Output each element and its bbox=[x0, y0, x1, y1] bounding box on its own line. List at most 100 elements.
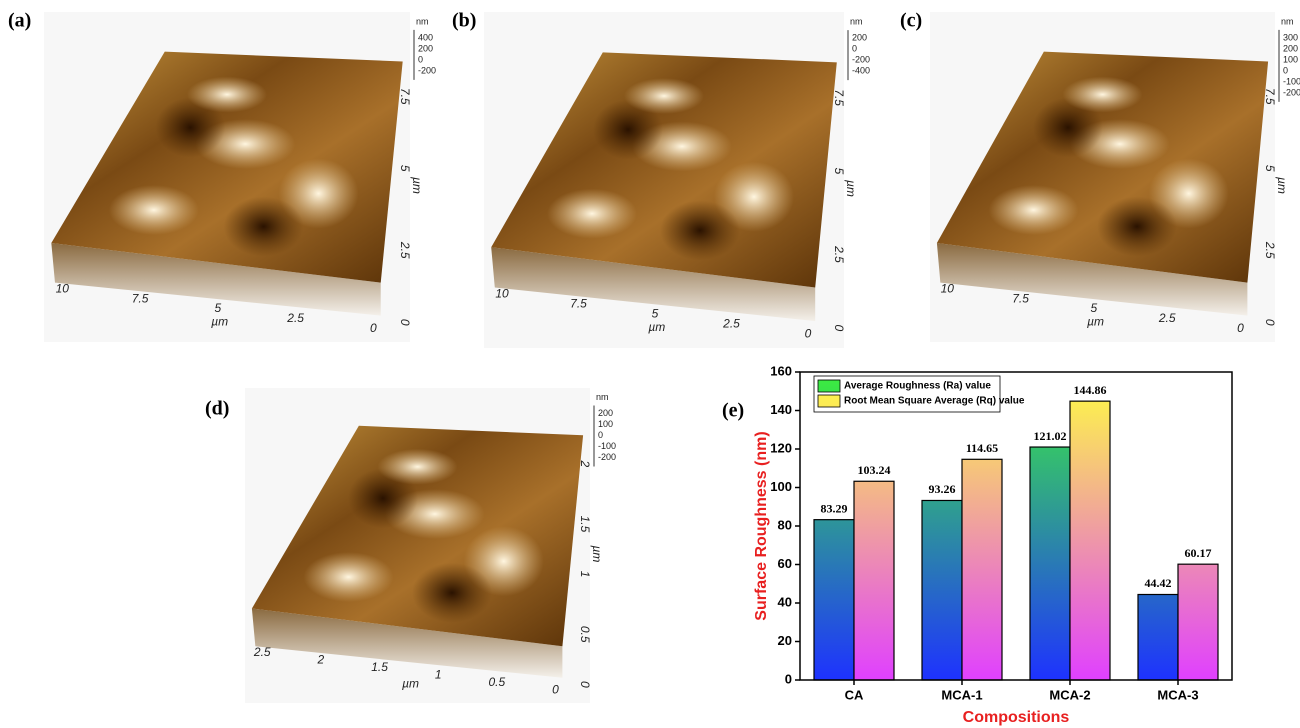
afm-panels: (a) nm4002000-20002.557.5µm107.552.50µm(b… bbox=[8, 10, 1300, 703]
afm-feature bbox=[1033, 97, 1103, 158]
x-tick-label: 10 bbox=[56, 281, 70, 295]
z-tick-label: 200 bbox=[418, 43, 433, 53]
x-tick-label: MCA-1 bbox=[941, 687, 982, 702]
afm-feature bbox=[278, 158, 359, 229]
y-tick-label: 80 bbox=[778, 517, 792, 532]
y-unit: µm bbox=[410, 177, 424, 194]
panel-label: (a) bbox=[8, 10, 31, 32]
afm-feature bbox=[660, 200, 740, 261]
value-label: 144.86 bbox=[1074, 383, 1107, 397]
y-tick-label: 2 bbox=[578, 459, 592, 467]
afm-feature bbox=[223, 196, 304, 257]
z-tick-label: 200 bbox=[852, 32, 867, 42]
y-tick-label: 1 bbox=[578, 571, 592, 578]
afm-feature bbox=[348, 468, 418, 529]
afm-feature bbox=[377, 448, 458, 485]
z-tick-label: 200 bbox=[1283, 43, 1298, 53]
x-unit: µm bbox=[211, 314, 228, 328]
legend-box bbox=[813, 375, 1001, 413]
z-tick-label: -200 bbox=[598, 452, 616, 462]
legend-swatch bbox=[817, 394, 841, 408]
panel-label: (c) bbox=[900, 10, 922, 32]
y-unit: µm bbox=[590, 546, 604, 563]
y-tick-label: 20 bbox=[778, 633, 792, 648]
z-tick-label: -200 bbox=[852, 54, 870, 64]
bar bbox=[1069, 400, 1111, 681]
x-axis-title: Compositions bbox=[963, 709, 1070, 726]
bar bbox=[1029, 446, 1071, 681]
y-tick-label: 7.5 bbox=[832, 89, 846, 106]
afm-side bbox=[491, 247, 816, 322]
legend-label: Average Roughness (Ra) value bbox=[844, 381, 991, 392]
x-tick-label: 5 bbox=[652, 307, 659, 321]
y-tick-label: 0 bbox=[832, 324, 846, 331]
value-label: 103.24 bbox=[858, 463, 891, 477]
plot-frame bbox=[799, 371, 1233, 681]
x-tick-label: 0 bbox=[1237, 321, 1244, 335]
x-tick-label: 0.5 bbox=[489, 675, 506, 689]
x-tick-label: 5 bbox=[215, 301, 222, 315]
y-unit: µm bbox=[844, 180, 858, 197]
afm-feature bbox=[988, 185, 1079, 235]
y-tick-label: 0 bbox=[578, 681, 592, 688]
y-tick-label: 2.5 bbox=[832, 245, 846, 263]
x-tick-label: 2 bbox=[317, 652, 325, 666]
z-tick-label: 100 bbox=[598, 419, 613, 429]
afm-feature bbox=[108, 185, 199, 235]
z-tick-label: 0 bbox=[418, 54, 423, 64]
z-tick-label: 0 bbox=[1283, 65, 1288, 75]
afm-side bbox=[251, 608, 563, 678]
x-tick-label: CA bbox=[845, 687, 864, 702]
y-tick-label: 2.5 bbox=[1263, 241, 1277, 259]
y-unit: µm bbox=[1275, 177, 1289, 194]
z-tick-label: -200 bbox=[1283, 87, 1300, 97]
afm-feature bbox=[1097, 196, 1177, 257]
afm-feature bbox=[303, 552, 394, 602]
z-unit: nm bbox=[1281, 16, 1294, 26]
x-tick-label: 7.5 bbox=[570, 296, 587, 310]
afm-feature bbox=[547, 188, 637, 239]
z-unit: nm bbox=[850, 16, 863, 26]
x-unit: µm bbox=[402, 676, 419, 690]
afm-feature bbox=[155, 97, 226, 158]
bar bbox=[1137, 593, 1179, 681]
y-tick-label: 2.5 bbox=[398, 241, 412, 259]
z-tick-label: 400 bbox=[418, 32, 433, 42]
afm-feature bbox=[187, 76, 267, 113]
value-label: 121.02 bbox=[1034, 429, 1067, 443]
y-axis-title: Surface Roughness (nm) bbox=[753, 431, 770, 620]
z-unit: nm bbox=[416, 16, 429, 26]
x-tick-label: 1.5 bbox=[371, 660, 388, 674]
x-tick-label: 0 bbox=[805, 327, 812, 341]
bar bbox=[853, 480, 895, 681]
z-tick-label: -400 bbox=[852, 65, 870, 75]
y-tick-label: 0 bbox=[398, 319, 412, 326]
z-tick-label: 300 bbox=[1283, 32, 1298, 42]
x-unit: µm bbox=[648, 320, 665, 334]
bar bbox=[1177, 563, 1219, 681]
value-label: 60.17 bbox=[1185, 546, 1212, 560]
afm-side bbox=[936, 243, 1248, 316]
panel-label: (b) bbox=[452, 10, 476, 32]
z-tick-label: 200 bbox=[598, 408, 613, 418]
value-label: 44.42 bbox=[1145, 576, 1172, 590]
value-label: 83.29 bbox=[821, 501, 848, 515]
bar-chart: (e) 0 20 40 60 80 100 120 140 160 CA 83.29 103.24 MCA… bbox=[722, 363, 1233, 726]
x-unit: µm bbox=[1087, 314, 1104, 328]
x-tick-label: 7.5 bbox=[1012, 291, 1029, 305]
y-tick-label: 7.5 bbox=[398, 88, 412, 105]
y-tick-label: 140 bbox=[770, 402, 792, 417]
y-tick-label: 5 bbox=[398, 165, 412, 172]
x-tick-label: 2.5 bbox=[286, 311, 304, 325]
y-tick-label: 0.5 bbox=[578, 626, 592, 643]
x-tick-label: MCA-2 bbox=[1049, 687, 1090, 702]
y-tick-label: 120 bbox=[770, 440, 792, 455]
y-tick-label: 100 bbox=[770, 479, 792, 494]
z-tick-label: 0 bbox=[598, 430, 603, 440]
x-tick-label: 10 bbox=[941, 281, 955, 295]
value-label: 114.65 bbox=[966, 441, 998, 455]
afm-feature bbox=[624, 78, 704, 114]
z-tick-label: -100 bbox=[598, 441, 616, 451]
y-tick-label: 5 bbox=[1263, 165, 1277, 172]
